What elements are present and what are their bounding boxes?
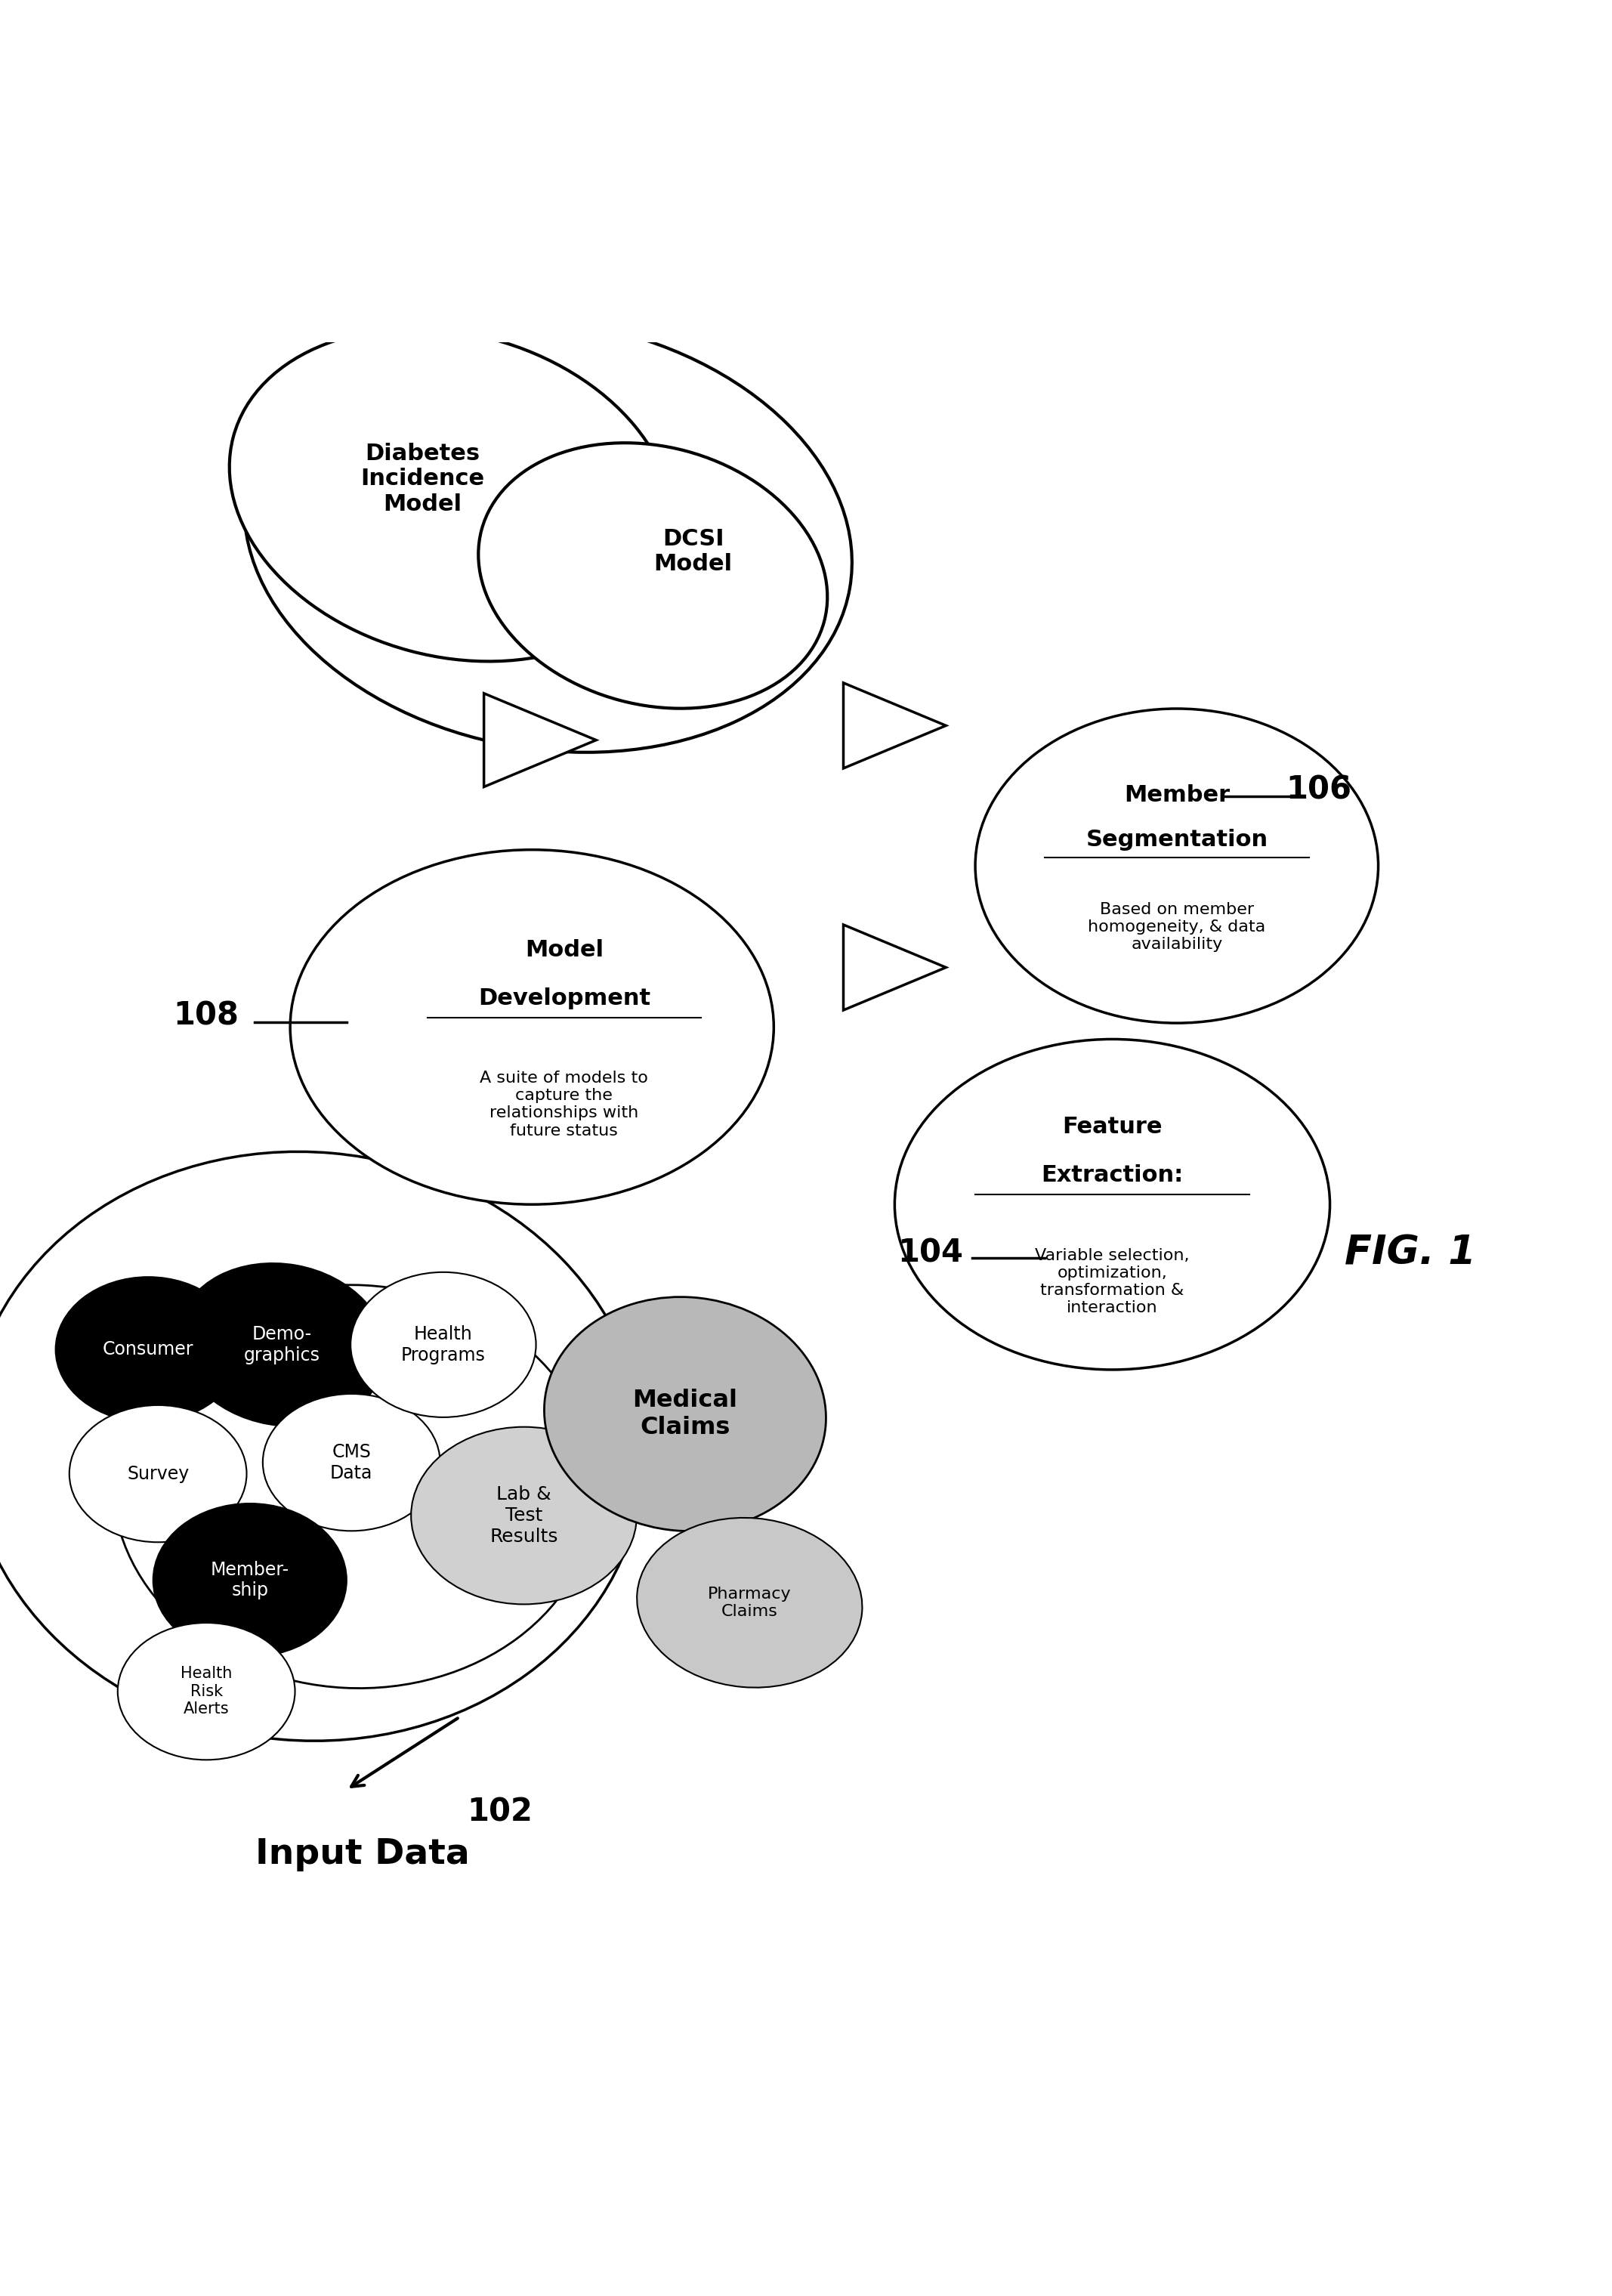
Text: Health
Risk
Alerts: Health Risk Alerts [181, 1667, 232, 1717]
Ellipse shape [55, 1277, 240, 1421]
Polygon shape [843, 682, 946, 769]
Text: Segmentation: Segmentation [1086, 829, 1267, 852]
Text: Feature: Feature [1062, 1116, 1162, 1139]
Text: Survey: Survey [127, 1465, 189, 1483]
Ellipse shape [177, 1263, 387, 1426]
Ellipse shape [69, 1405, 247, 1543]
Polygon shape [843, 925, 946, 1010]
Text: 102: 102 [467, 1795, 532, 1828]
Text: Member-
ship: Member- ship [211, 1561, 289, 1600]
Text: Pharmacy
Claims: Pharmacy Claims [708, 1587, 791, 1619]
Text: Model: Model [526, 939, 603, 960]
Text: A suite of models to
capture the
relationships with
future status: A suite of models to capture the relatio… [480, 1070, 648, 1139]
Text: Diabetes
Incidence
Model: Diabetes Incidence Model [361, 443, 484, 514]
Text: Demo-
graphics: Demo- graphics [243, 1325, 321, 1364]
Text: Lab &
Test
Results: Lab & Test Results [490, 1486, 558, 1545]
Text: Development: Development [479, 987, 650, 1008]
Text: Consumer: Consumer [103, 1341, 193, 1359]
Text: Based on member
homogeneity, & data
availability: Based on member homogeneity, & data avai… [1088, 902, 1265, 953]
Ellipse shape [0, 1153, 645, 1740]
Ellipse shape [118, 1623, 295, 1759]
Ellipse shape [975, 709, 1378, 1024]
Text: CMS
Data: CMS Data [330, 1442, 372, 1481]
Text: FIG. 1: FIG. 1 [1344, 1233, 1477, 1272]
Ellipse shape [479, 443, 827, 709]
Text: Health
Programs: Health Programs [401, 1325, 485, 1364]
Text: 108: 108 [174, 1001, 239, 1031]
Ellipse shape [350, 1272, 535, 1417]
Text: 104: 104 [898, 1238, 962, 1270]
Ellipse shape [113, 1286, 596, 1688]
Text: DCSI
Model: DCSI Model [654, 528, 732, 574]
Text: 106: 106 [1286, 774, 1351, 806]
Text: Medical
Claims: Medical Claims [632, 1389, 738, 1440]
Ellipse shape [153, 1504, 347, 1658]
Ellipse shape [545, 1297, 825, 1531]
Text: Variable selection,
optimization,
transformation &
interaction: Variable selection, optimization, transf… [1035, 1249, 1190, 1316]
Ellipse shape [229, 328, 674, 661]
Text: Input Data: Input Data [256, 1837, 469, 1871]
Ellipse shape [895, 1040, 1330, 1371]
Ellipse shape [411, 1426, 637, 1605]
Text: Member: Member [1124, 783, 1230, 806]
Ellipse shape [263, 1394, 440, 1531]
Ellipse shape [243, 319, 853, 753]
Polygon shape [484, 693, 596, 788]
Ellipse shape [290, 850, 774, 1205]
Ellipse shape [637, 1518, 862, 1688]
Text: Extraction:: Extraction: [1041, 1164, 1183, 1187]
